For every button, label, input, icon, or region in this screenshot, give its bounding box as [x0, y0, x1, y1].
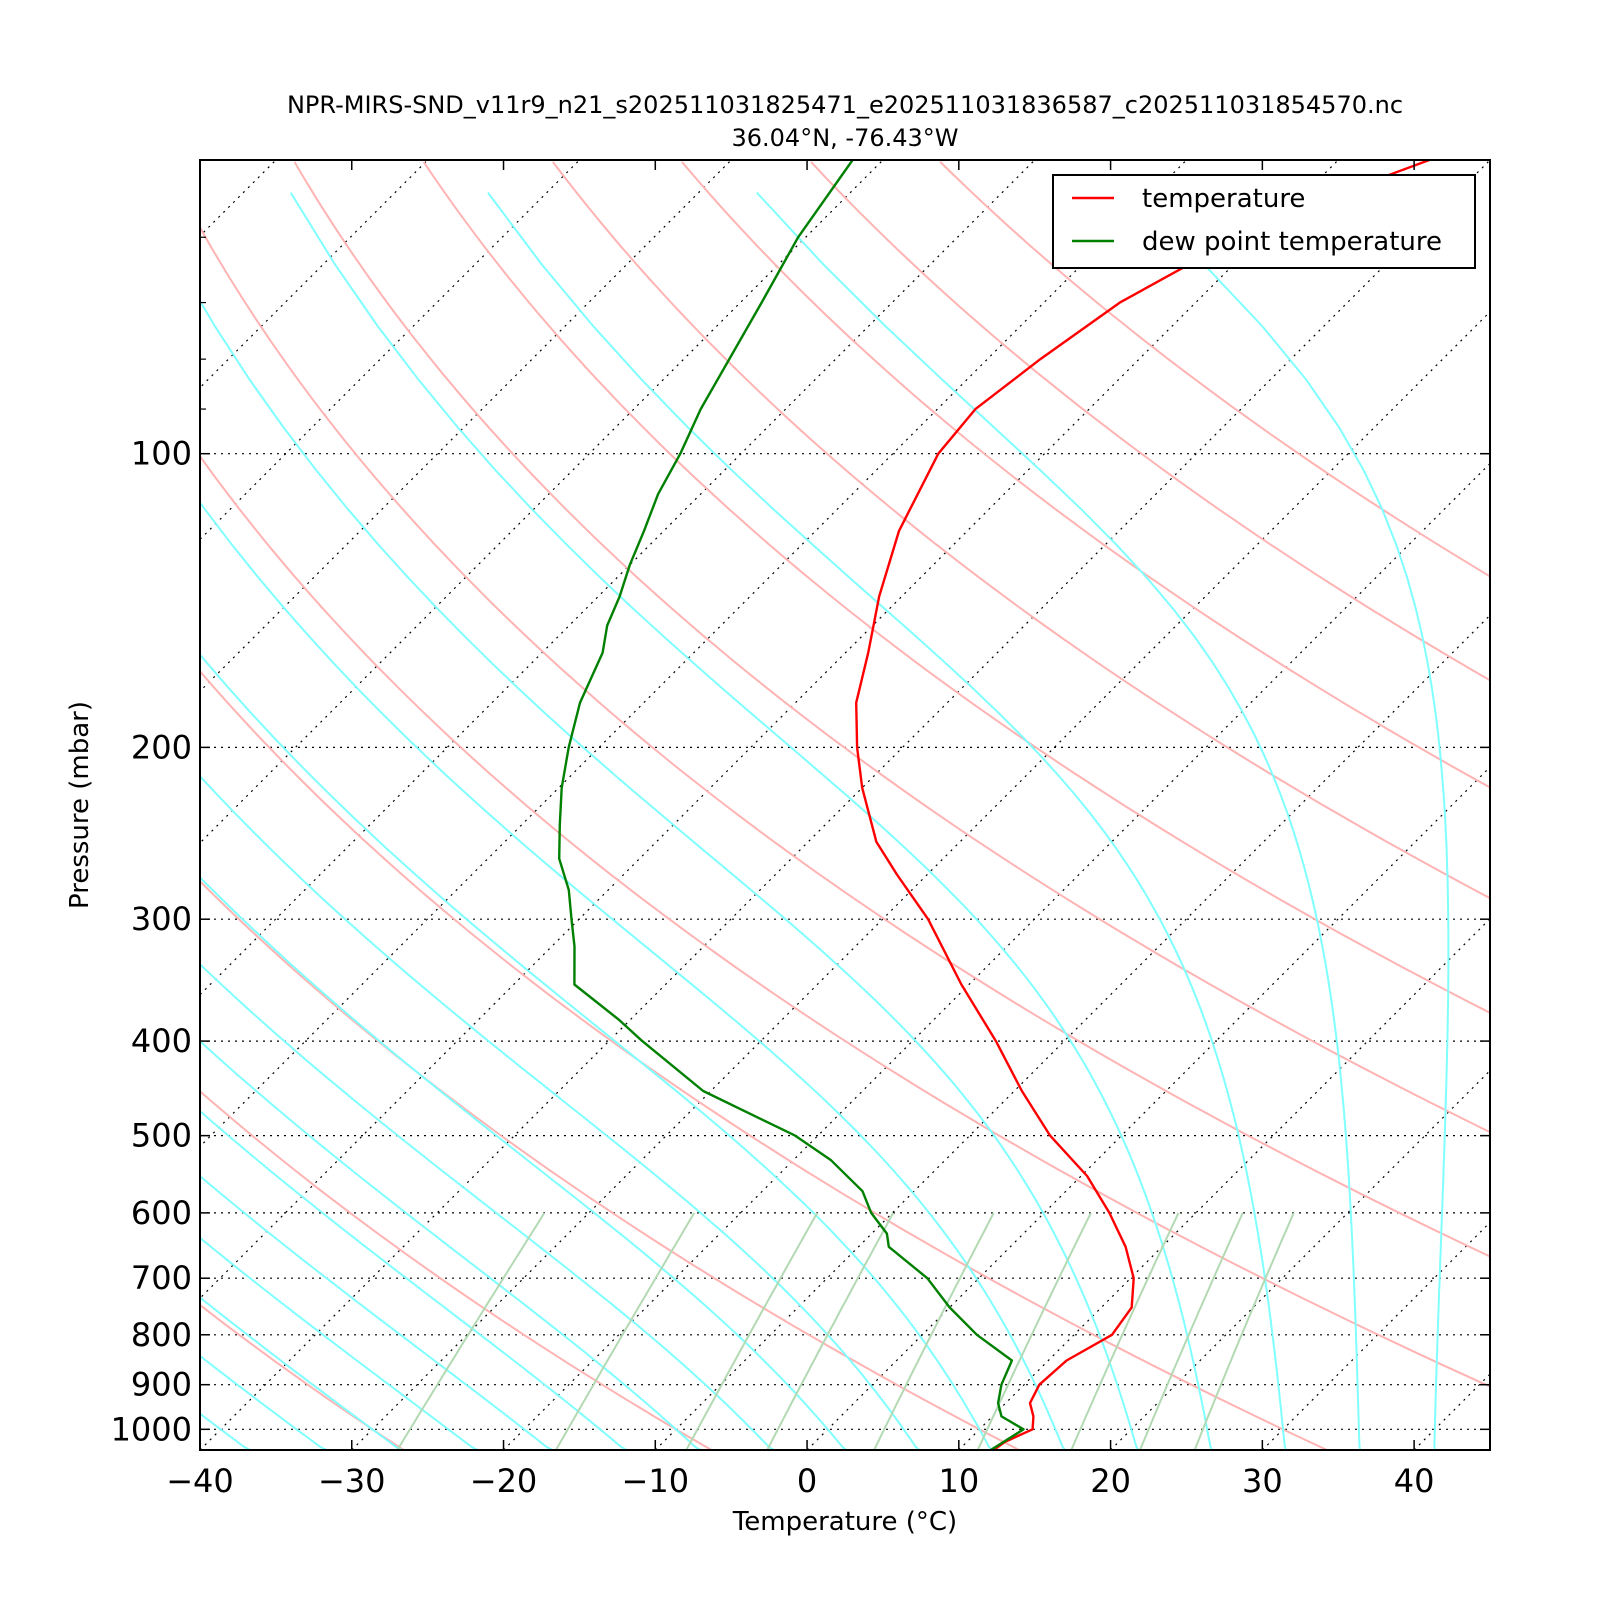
legend-label-dew-point: dew point temperature: [1142, 227, 1442, 257]
mixing-ratio-line: [555, 1212, 696, 1450]
isotherm-gridline: [0, 160, 124, 1450]
moist-adiabat: [200, 1412, 251, 1450]
dry-adiabat: [939, 161, 1490, 578]
isotherm-gridline: [200, 160, 277, 237]
mixing-ratio-line: [873, 1212, 995, 1450]
x-tick-label: 40: [1394, 1462, 1435, 1500]
x-tick-label: 30: [1242, 1462, 1283, 1500]
moist-adiabat: [487, 192, 1287, 1450]
dry-adiabat: [681, 161, 1490, 789]
y-tick-label: 300: [131, 900, 192, 938]
moist-adiabat: [200, 1174, 553, 1450]
isotherm-gridline: [958, 917, 1490, 1450]
plot-frame: [199, 159, 1491, 1451]
moist-adiabat: [756, 191, 1362, 1450]
legend-label-temperature: temperature: [1142, 184, 1305, 214]
moist-adiabat: [200, 500, 1066, 1450]
isotherm-gridline: [200, 160, 1036, 996]
y-tick-label: 700: [131, 1259, 192, 1297]
x-tick-label: 20: [1090, 1462, 1131, 1500]
x-tick-label: −20: [470, 1462, 538, 1500]
moist-adiabats: [200, 191, 1450, 1450]
mixing-ratio-line: [766, 1212, 895, 1450]
mixing-ratio-lines: [396, 1212, 1295, 1450]
isotherm-gridline: [200, 160, 1490, 1450]
moist-adiabat: [200, 1236, 478, 1450]
x-axis-ticks: −40 −30 −20 −10 0 10 20 30 40: [166, 160, 1434, 1500]
dry-adiabat: [200, 1089, 712, 1450]
x-tick-label: −30: [318, 1462, 386, 1500]
isotherm-gridline: [200, 160, 732, 693]
moist-adiabat: [200, 1109, 628, 1450]
isotherm-gridline: [1110, 1069, 1490, 1450]
isotherm-gridline: [200, 160, 580, 541]
y-tick-label: 900: [131, 1366, 192, 1404]
moist-adiabat: [200, 1354, 327, 1450]
moist-adiabat: [200, 298, 1140, 1450]
dry-adiabat: [200, 1303, 405, 1450]
y-tick-label: 800: [131, 1316, 192, 1354]
y-tick-label: 500: [131, 1117, 192, 1155]
dry-adiabat: [810, 161, 1490, 682]
isotherm-gridline: [1413, 1373, 1490, 1450]
dry-adiabat: [422, 161, 1490, 1014]
isotherm-gridline: [200, 160, 884, 844]
x-tick-label: −10: [622, 1462, 690, 1500]
x-tick-label: 0: [797, 1462, 817, 1500]
y-tick-label: 100: [131, 435, 192, 473]
mixing-ratio-line: [1139, 1212, 1244, 1450]
moist-adiabat: [289, 192, 1213, 1450]
chart-subtitle: 36.04°N, -76.43°W: [731, 124, 958, 152]
mixing-ratio-line: [976, 1212, 1092, 1450]
moist-adiabat: [200, 774, 920, 1450]
moist-adiabat: [200, 652, 993, 1450]
y-axis-ticks: 100 200 300 400 500 600 700 800 900 1000: [111, 159, 1490, 1448]
moist-adiabat: [1130, 191, 1450, 1450]
dry-adiabat: [293, 161, 1490, 1134]
isotherm-gridline: [200, 160, 429, 389]
y-tick-label: 200: [131, 728, 192, 766]
dry-adiabat: [200, 454, 1490, 1388]
isotherm-gridlines: [0, 160, 1490, 1450]
dew-point-line: [558, 160, 1025, 1450]
x-tick-label: 10: [938, 1462, 979, 1500]
dry-adiabats: [200, 161, 1490, 1450]
y-tick-label: 600: [131, 1194, 192, 1232]
isotherm-gridline: [200, 160, 1187, 1148]
legend-box: [1052, 174, 1476, 269]
moist-adiabat: [200, 962, 775, 1450]
plot-area: [0, 160, 1490, 1450]
mixing-ratio-line: [685, 1212, 819, 1450]
temperature-line: [855, 160, 1430, 1450]
isotherm-gridline: [806, 766, 1490, 1450]
isotherm-gridline: [1261, 1221, 1490, 1450]
y-tick-label: 400: [131, 1022, 192, 1060]
dry-adiabat: [552, 161, 1490, 900]
chart-title: NPR-MIRS-SND_v11r9_n21_s202511031825471_…: [287, 91, 1403, 119]
legend: temperature dew point temperature: [1052, 174, 1476, 269]
moist-adiabat: [200, 1039, 701, 1450]
moist-adiabat: [200, 1296, 403, 1450]
data-series: [558, 160, 1430, 1450]
isotherm-gridline: [351, 310, 1490, 1450]
mixing-ratio-line: [1193, 1212, 1295, 1450]
y-axis-title: Pressure (mbar): [65, 701, 95, 909]
dry-adiabat: [200, 225, 1490, 1258]
dry-adiabat: [200, 669, 1328, 1450]
x-tick-label: −40: [166, 1462, 234, 1500]
x-axis-title: Temperature (°C): [732, 1507, 957, 1537]
mixing-ratio-line: [1070, 1212, 1180, 1450]
isotherm-gridline: [200, 160, 1339, 1300]
mixing-ratio-line: [396, 1212, 546, 1450]
moist-adiabat: [200, 876, 848, 1450]
y-tick-label: 1000: [111, 1410, 192, 1448]
dry-adiabat: [200, 879, 1020, 1450]
